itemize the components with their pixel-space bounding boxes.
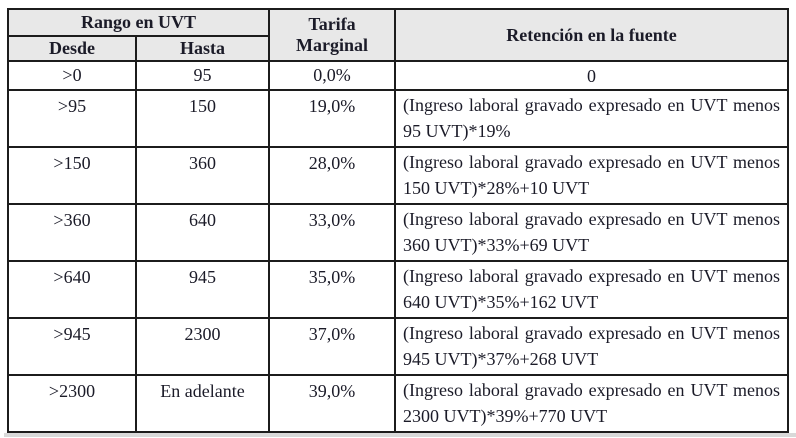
cell-hasta: 945 bbox=[134, 260, 271, 319]
header-row-1: Rango en UVT Tarifa Marginal Retención e… bbox=[6, 8, 790, 62]
table-row: >150 360 28,0% (Ingreso laboral gravado … bbox=[7, 146, 790, 205]
header-tarifa-marginal-label: Tarifa Marginal bbox=[296, 14, 369, 55]
cell-desde: >360 bbox=[7, 203, 137, 262]
bottom-separator-strip bbox=[4, 433, 796, 437]
cell-tarifa: 39,0% bbox=[268, 374, 397, 433]
cell-tarifa: 19,0% bbox=[268, 89, 397, 148]
cell-tarifa: 0,0% bbox=[268, 60, 397, 91]
header-retencion-fuente: Retención en la fuente bbox=[394, 8, 790, 62]
cell-hasta: 360 bbox=[134, 146, 271, 205]
table-row: >2300 En adelante 39,0% (Ingreso laboral… bbox=[7, 374, 790, 433]
header-rango-en-uvt: Rango en UVT bbox=[6, 8, 271, 37]
cell-desde: >945 bbox=[7, 317, 137, 376]
cell-hasta: 95 bbox=[134, 60, 271, 91]
table-row: >95 150 19,0% (Ingreso laboral gravado e… bbox=[7, 89, 790, 148]
table-row: >945 2300 37,0% (Ingreso laboral gravado… bbox=[7, 317, 790, 376]
cell-retencion: (Ingreso laboral gravado expresado en UV… bbox=[394, 89, 790, 148]
cell-desde: >2300 bbox=[7, 374, 137, 433]
cell-desde: >640 bbox=[7, 260, 137, 319]
cell-tarifa: 33,0% bbox=[268, 203, 397, 262]
header-tarifa-marginal: Tarifa Marginal bbox=[268, 8, 397, 62]
header-row-2: Desde Hasta bbox=[7, 35, 788, 62]
cell-desde: >95 bbox=[7, 89, 137, 148]
cell-tarifa: 37,0% bbox=[268, 317, 397, 376]
cell-retencion: (Ingreso laboral gravado expresado en UV… bbox=[394, 146, 790, 205]
cell-hasta: 640 bbox=[134, 203, 271, 262]
cell-retencion: (Ingreso laboral gravado expresado en UV… bbox=[394, 374, 790, 433]
cell-retencion: 0 bbox=[394, 60, 790, 91]
cell-desde: >150 bbox=[7, 146, 137, 205]
table-row: >0 95 0,0% 0 bbox=[7, 60, 790, 91]
cell-retencion: (Ingreso laboral gravado expresado en UV… bbox=[394, 260, 790, 319]
cell-tarifa: 35,0% bbox=[268, 260, 397, 319]
table-row: >640 945 35,0% (Ingreso laboral gravado … bbox=[7, 260, 790, 319]
header-hasta: Hasta bbox=[134, 35, 271, 62]
cell-hasta: 150 bbox=[134, 89, 271, 148]
cell-tarifa: 28,0% bbox=[268, 146, 397, 205]
header-desde: Desde bbox=[7, 35, 137, 62]
cell-retencion: (Ingreso laboral gravado expresado en UV… bbox=[394, 203, 790, 262]
cell-hasta: 2300 bbox=[134, 317, 271, 376]
cell-retencion: (Ingreso laboral gravado expresado en UV… bbox=[394, 317, 790, 376]
cell-desde: >0 bbox=[7, 60, 137, 91]
uvt-withholding-table: Rango en UVT Tarifa Marginal Retención e… bbox=[6, 8, 790, 433]
cell-hasta: En adelante bbox=[134, 374, 271, 433]
table-row: >360 640 33,0% (Ingreso laboral gravado … bbox=[7, 203, 790, 262]
